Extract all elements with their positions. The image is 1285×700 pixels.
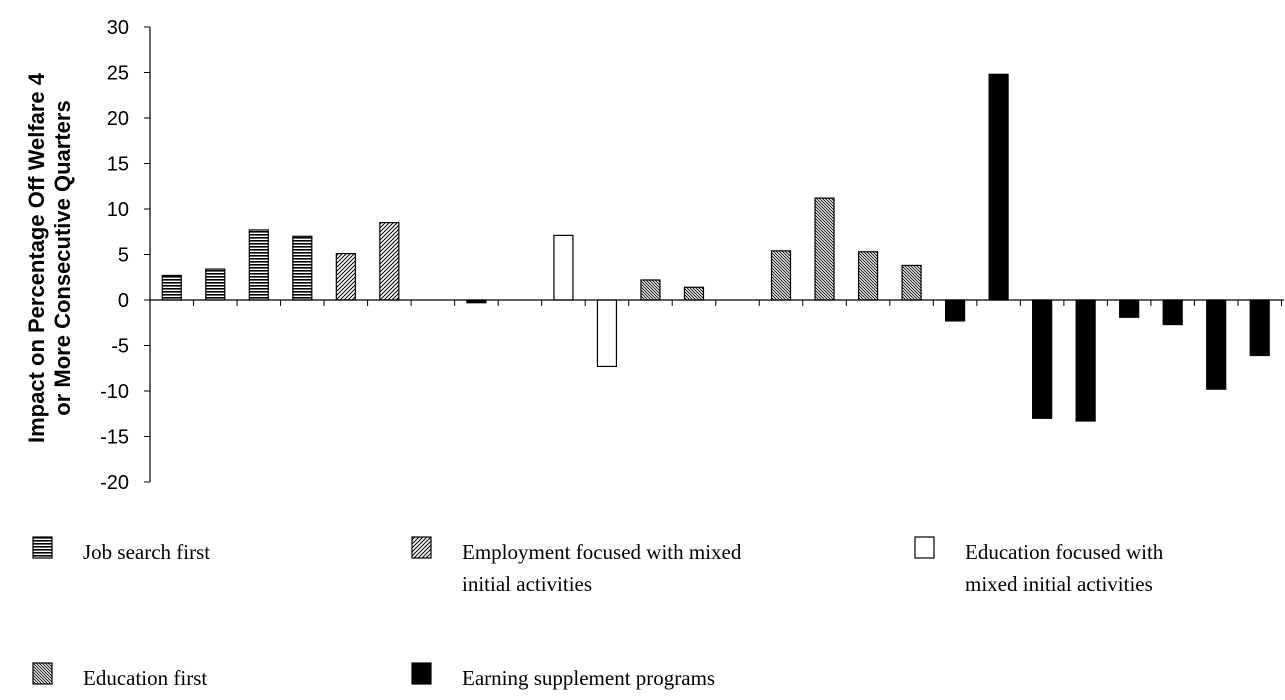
bars <box>161 73 1270 422</box>
bar <box>596 299 618 368</box>
bar <box>988 73 1009 301</box>
bar <box>901 264 922 301</box>
legend-label: Education first <box>83 666 207 690</box>
y-tick-label: -10 <box>100 381 129 403</box>
y-tick-label: 15 <box>107 154 129 176</box>
y-tick-label: 20 <box>107 108 129 130</box>
y-tick-label: -20 <box>100 472 129 494</box>
y-axis-label: Impact on Percentage Off Welfare 4 or Mo… <box>24 72 75 443</box>
bar <box>335 252 356 301</box>
legend-swatch <box>914 536 935 559</box>
bar <box>1249 299 1270 357</box>
y-tick-label: 5 <box>118 245 129 267</box>
legend-item: Education focused with mixed initial acti… <box>914 536 1164 596</box>
legend-label: mixed initial activities <box>965 572 1153 596</box>
bar <box>857 251 879 301</box>
y-tick-label: 0 <box>118 290 129 312</box>
bar <box>1119 299 1140 318</box>
legend-label: Education focused with <box>965 540 1164 564</box>
bar <box>553 234 574 301</box>
y-tick-label: -15 <box>100 427 129 449</box>
legend-item: Employment focused with mixed initial act… <box>411 536 742 596</box>
legend: Job search first Employment focused with … <box>32 536 1164 690</box>
bar <box>944 299 966 322</box>
legend-item: Education first <box>32 662 207 690</box>
y-axis-label-line-1: Impact on Percentage Off Welfare 4 <box>24 72 49 443</box>
legend-label: Job search first <box>83 540 210 564</box>
legend-label: initial activities <box>462 572 592 596</box>
bar <box>683 286 705 301</box>
legend-swatch <box>32 536 53 559</box>
bar <box>248 229 269 301</box>
bar <box>292 235 313 301</box>
legend-item: Job search first <box>32 536 210 564</box>
legend-swatch <box>411 536 432 559</box>
bar <box>1206 299 1227 390</box>
bar <box>814 197 835 301</box>
legend-swatch <box>411 662 432 685</box>
bar <box>379 222 400 301</box>
y-tick-label: 30 <box>107 17 129 39</box>
axes <box>149 27 1284 482</box>
legend-label: Employment focused with mixed <box>462 540 742 564</box>
bar <box>770 250 792 301</box>
bar <box>1162 299 1183 326</box>
y-tick-label: 10 <box>107 199 129 221</box>
y-tick-label: 25 <box>107 63 129 85</box>
y-axis-label-line-2: or More Consecutive Quarters <box>50 100 75 415</box>
bar <box>1075 299 1096 422</box>
bar <box>161 274 182 301</box>
bar <box>1032 299 1053 419</box>
bar <box>205 268 226 301</box>
legend-item: Earning supplement programs <box>411 662 715 690</box>
legend-swatch <box>32 662 53 685</box>
y-axis: 30 25 20 15 10 5 0 -5 -10 -15 -20 <box>100 17 150 494</box>
legend-label: Earning supplement programs <box>462 666 715 690</box>
bar <box>640 279 661 301</box>
y-tick-label: -5 <box>111 336 129 358</box>
